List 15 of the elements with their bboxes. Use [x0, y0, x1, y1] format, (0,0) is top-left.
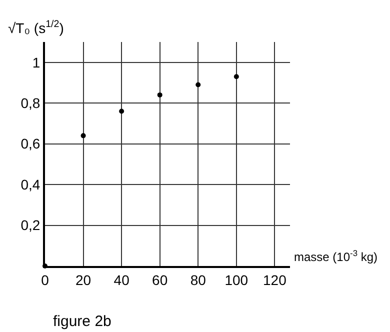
x-tick-label: 80	[190, 272, 206, 288]
caption: figure 2b	[53, 313, 112, 330]
y-axis-title: √T₀ (s$^{1/2}$)	[8, 19, 64, 36]
x-tick-label: 0	[41, 272, 50, 288]
x-tick-label: 100	[224, 272, 248, 288]
x-axis-title: masse (10$^{-3}$ kg)	[294, 248, 378, 264]
y-tick-label: 1	[32, 54, 40, 70]
x-tick-label: 60	[152, 272, 168, 288]
y-tick-label: 0,8	[20, 94, 40, 111]
x-tick-label: 40	[114, 272, 130, 288]
y-tick-label: 0,6	[20, 136, 40, 152]
x-tick-label: 120	[263, 272, 287, 288]
y-tick-label: 0,4	[20, 176, 40, 192]
y-tick-label: 0,2	[20, 217, 40, 234]
x-tick-label: 20	[75, 272, 92, 288]
